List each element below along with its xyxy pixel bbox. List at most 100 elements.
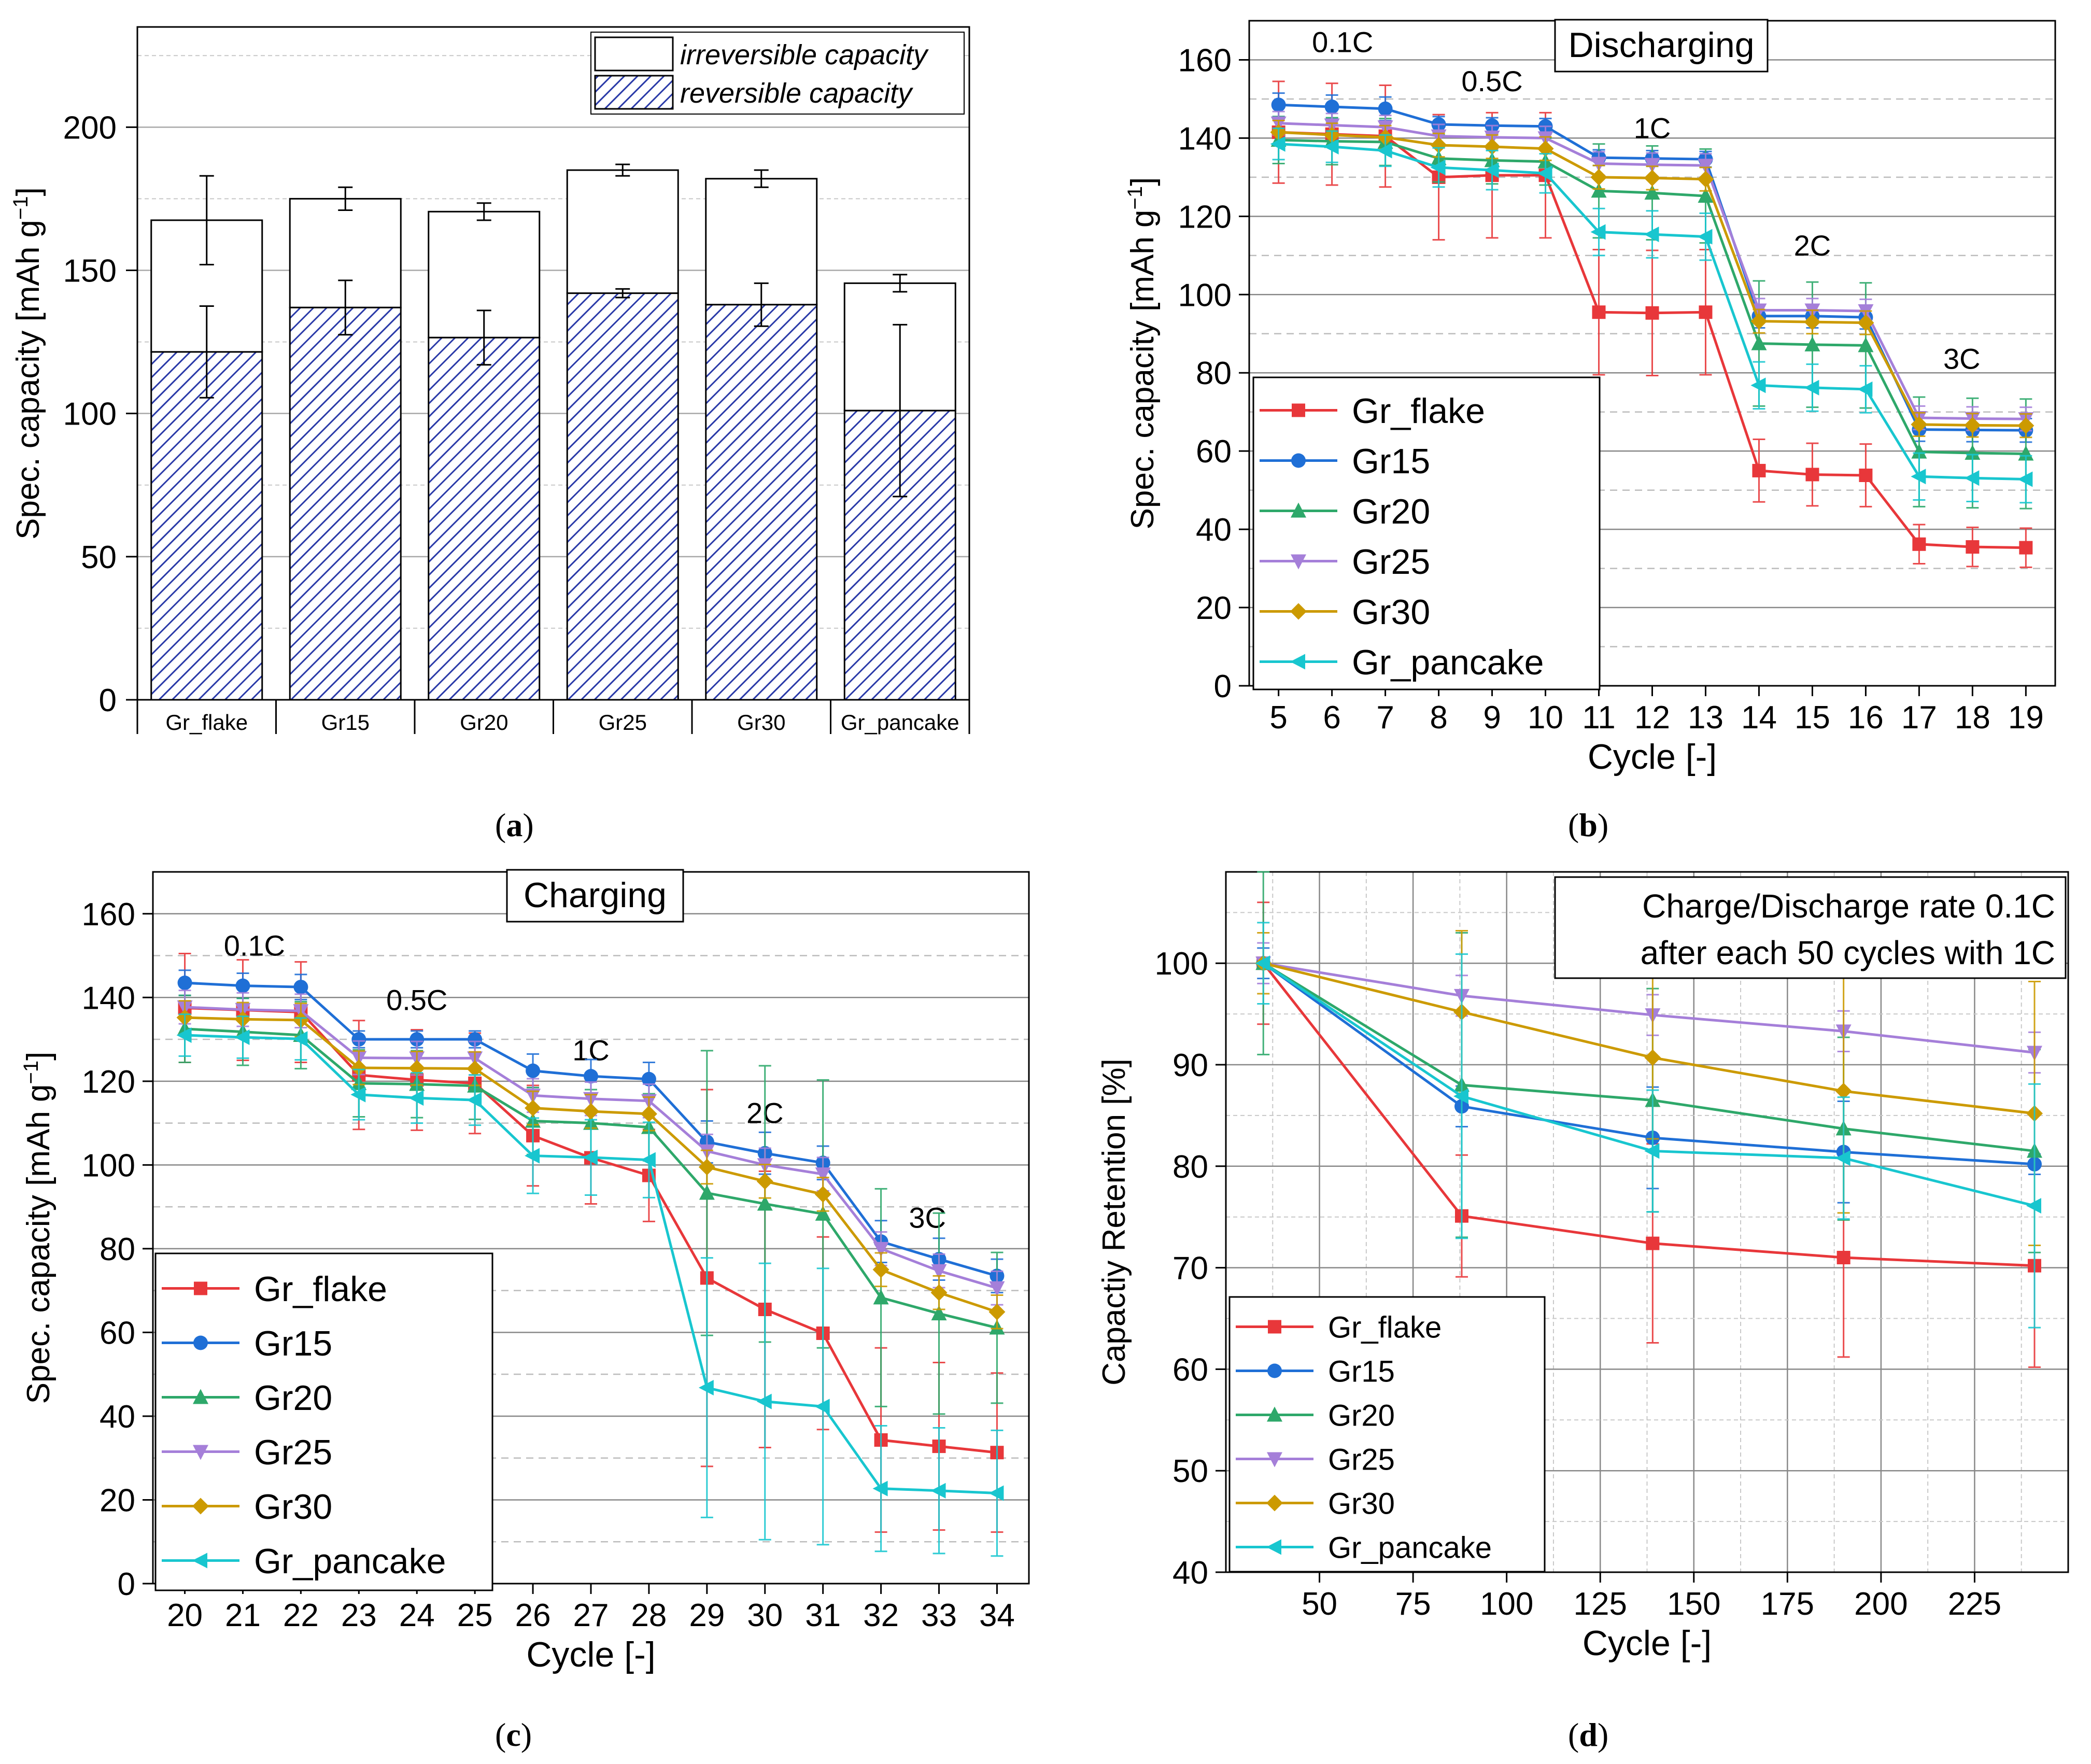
legend-item-Gr30: Gr30 — [162, 1487, 332, 1527]
legend-item-Gr_pancake: Gr_pancake — [1260, 643, 1544, 682]
rate-label: 0.5C — [386, 984, 447, 1017]
x-tick-label: 200 — [1854, 1586, 1908, 1622]
data-point — [1835, 1150, 1850, 1166]
error-bar-total — [893, 274, 908, 293]
error-bar-reversible — [893, 323, 908, 498]
data-point — [1592, 305, 1606, 319]
x-tick-label: 11 — [1582, 700, 1615, 736]
data-point — [409, 1032, 425, 1047]
series-Gr_pancake — [176, 1013, 1004, 1557]
x-tick-label: 14 — [1741, 700, 1777, 736]
x-tick-label: 28 — [631, 1598, 667, 1633]
data-point — [814, 1399, 830, 1415]
legend-label: Gr_flake — [1328, 1310, 1442, 1344]
y-tick-label: 120 — [1178, 199, 1232, 235]
y-tick-label: 20 — [1196, 590, 1232, 626]
data-point — [1644, 158, 1660, 173]
error-bar-total — [615, 163, 630, 177]
data-point — [930, 1284, 948, 1301]
y-tick-label: 140 — [82, 980, 135, 1016]
x-tick-label: 29 — [689, 1598, 725, 1633]
x-tick-label: 13 — [1688, 700, 1723, 736]
legend-item-Gr30: Gr30 — [1260, 592, 1430, 632]
x-tick-label: 75 — [1395, 1586, 1431, 1622]
data-point — [350, 1086, 366, 1103]
x-category-label: Gr_flake — [165, 710, 248, 735]
data-point — [1911, 469, 1926, 485]
bar-reversible — [705, 304, 818, 701]
data-point — [1644, 1049, 1661, 1066]
data-point — [1836, 1251, 1850, 1265]
data-point — [525, 1099, 542, 1117]
y-tick-label: 90 — [1172, 1048, 1208, 1083]
data-point — [1645, 306, 1659, 320]
legend-item-Gr_flake: Gr_flake — [1260, 391, 1485, 431]
data-point — [1699, 305, 1713, 319]
legend-swatch-reversible — [594, 75, 674, 110]
bar-reversible — [566, 292, 679, 701]
y-axis-label: Spec. capacity [mAh g−1] — [9, 187, 46, 540]
x-tick-label: 5 — [1269, 700, 1287, 736]
x-tick-label: 15 — [1795, 700, 1830, 736]
legend-item-Gr25: Gr25 — [162, 1433, 332, 1472]
data-point — [1911, 416, 1928, 433]
legend-box — [1228, 1296, 1546, 1573]
rate-label: 0.1C — [224, 929, 285, 962]
annotation-text: Charge/Discharge rate 0.1C — [1642, 887, 2055, 925]
legend-marker — [1291, 502, 1306, 518]
chart-c: 0 20 40 60 80 100 120 140 160 20 21 22 23 24 25 26 27 28 2… — [20, 869, 1030, 1674]
series-Gr_pancake — [1270, 128, 2033, 504]
data-point — [1324, 100, 1339, 115]
title-box — [1554, 19, 1769, 73]
x-tick-label: 6 — [1323, 700, 1340, 736]
y-tick-label: 40 — [1196, 512, 1232, 548]
legend-label: Gr20 — [1328, 1399, 1395, 1432]
data-point — [408, 1090, 424, 1106]
caption-a: (a) — [495, 807, 534, 843]
data-point — [1750, 377, 1766, 393]
data-point — [1911, 443, 1927, 459]
error-bar-reversible — [199, 305, 214, 399]
data-point — [292, 1031, 308, 1047]
data-point — [350, 1059, 368, 1076]
x-tick-label: 225 — [1948, 1586, 2001, 1622]
y-tick-label: 100 — [63, 397, 117, 432]
x-tick-label: 30 — [747, 1598, 783, 1633]
data-point — [176, 1027, 192, 1043]
y-tick-label: 80 — [1196, 356, 1232, 391]
series-Gr15 — [1256, 947, 2042, 1204]
x-axis-label: Cycle [-] — [1588, 737, 1717, 777]
data-point — [2017, 471, 2033, 487]
x-category-label: Gr30 — [737, 710, 785, 735]
panel-b: 0 20 40 60 80 100 120 140 160 5 6 7 8 9 10 11 12 13 14 15 16… — [1068, 0, 2091, 788]
error-bar-reversible — [338, 279, 353, 336]
data-point — [1323, 139, 1339, 155]
data-point — [1859, 468, 1873, 482]
data-point — [1804, 336, 1820, 351]
legend-label: Gr15 — [1328, 1354, 1395, 1388]
data-point — [584, 1069, 598, 1084]
legend-label: Gr25 — [254, 1433, 332, 1472]
y-tick-label: 50 — [81, 540, 117, 575]
legend-marker — [193, 1335, 208, 1350]
legend-item-Gr_pancake: Gr_pancake — [1236, 1531, 1492, 1564]
y-tick-label: 150 — [63, 253, 117, 289]
legend-marker — [1290, 654, 1305, 670]
legend-label: Gr_pancake — [254, 1542, 446, 1581]
y-tick-label: 20 — [100, 1483, 135, 1518]
panel-c: 0 20 40 60 80 100 120 140 160 20 21 22 23 24 25 26 27 28 2… — [0, 850, 1037, 1700]
legend-item-Gr20: Gr20 — [1260, 492, 1430, 531]
legend-marker — [1292, 403, 1305, 417]
rate-label: 3C — [1943, 343, 1981, 375]
legend-box — [154, 1252, 493, 1591]
data-point — [468, 1032, 483, 1047]
legend-label-irreversible: irreversible capacity — [680, 39, 929, 70]
x-tick-label: 23 — [341, 1598, 377, 1633]
data-point — [467, 1092, 482, 1108]
rate-label: 1C — [1634, 111, 1671, 144]
legend-marker — [1267, 1406, 1282, 1422]
data-point — [234, 1029, 250, 1046]
legend-label: Gr15 — [254, 1324, 332, 1363]
data-point — [1752, 463, 1766, 477]
data-point — [1484, 162, 1499, 178]
